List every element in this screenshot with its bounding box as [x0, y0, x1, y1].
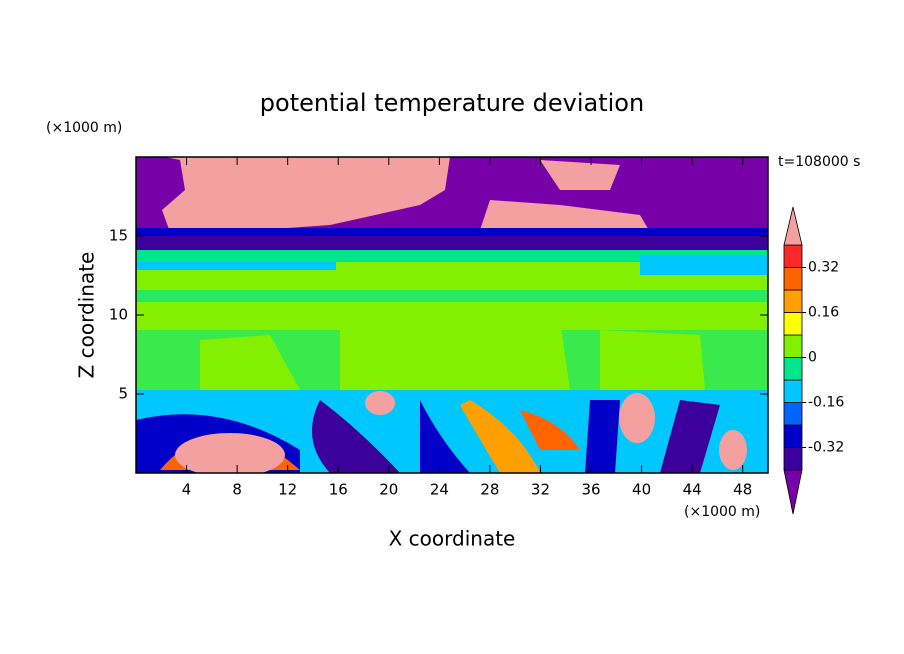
- colorbar-box: [783, 244, 803, 268]
- x-tick-label: 44: [683, 481, 702, 499]
- y-tick-label: 10: [109, 306, 128, 324]
- x-tick-label: 8: [232, 481, 242, 499]
- x-tick-label: 28: [480, 481, 499, 499]
- colorbar-box: [783, 334, 803, 358]
- y-axis-label: Z coordinate: [75, 252, 99, 379]
- x-tick-label: 36: [581, 481, 600, 499]
- colorbar-box: [783, 424, 803, 448]
- x-tick-label: 32: [531, 481, 550, 499]
- y-tick-label: 5: [118, 385, 128, 403]
- colorbar-tick-label: 0.32: [808, 260, 839, 276]
- x-tick-label: 20: [379, 481, 398, 499]
- x-axis-label: X coordinate: [389, 527, 516, 551]
- x-tick-label: 16: [329, 481, 348, 499]
- colorbar-box: [783, 357, 803, 381]
- colorbar-over: [783, 206, 803, 246]
- x-tick-label: 4: [182, 481, 192, 499]
- colorbar-tick-label: -0.16: [808, 395, 844, 411]
- y-tick-label: 15: [109, 227, 128, 245]
- chart-title: potential temperature deviation: [260, 89, 644, 117]
- colorbar-under: [783, 469, 803, 515]
- colorbar-box: [783, 267, 803, 291]
- colorbar-tick-label: -0.32: [808, 440, 844, 456]
- x-tick-label: 24: [430, 481, 449, 499]
- contour-field: [136, 157, 768, 473]
- colorbar-box: [783, 402, 803, 426]
- colorbar-box: [783, 379, 803, 403]
- x-unit: (×1000 m): [684, 504, 760, 520]
- x-tick-label: 40: [632, 481, 651, 499]
- colorbar-box: [783, 289, 803, 313]
- annotation: t=108000 s: [778, 154, 860, 170]
- x-tick-label: 48: [733, 481, 752, 499]
- x-tick-label: 12: [278, 481, 297, 499]
- colorbar-box: [783, 447, 803, 471]
- colorbar-tick-label: 0: [808, 350, 817, 366]
- y-unit: (×1000 m): [46, 120, 122, 136]
- colorbar-tick-label: 0.16: [808, 305, 839, 321]
- colorbar-box: [783, 312, 803, 336]
